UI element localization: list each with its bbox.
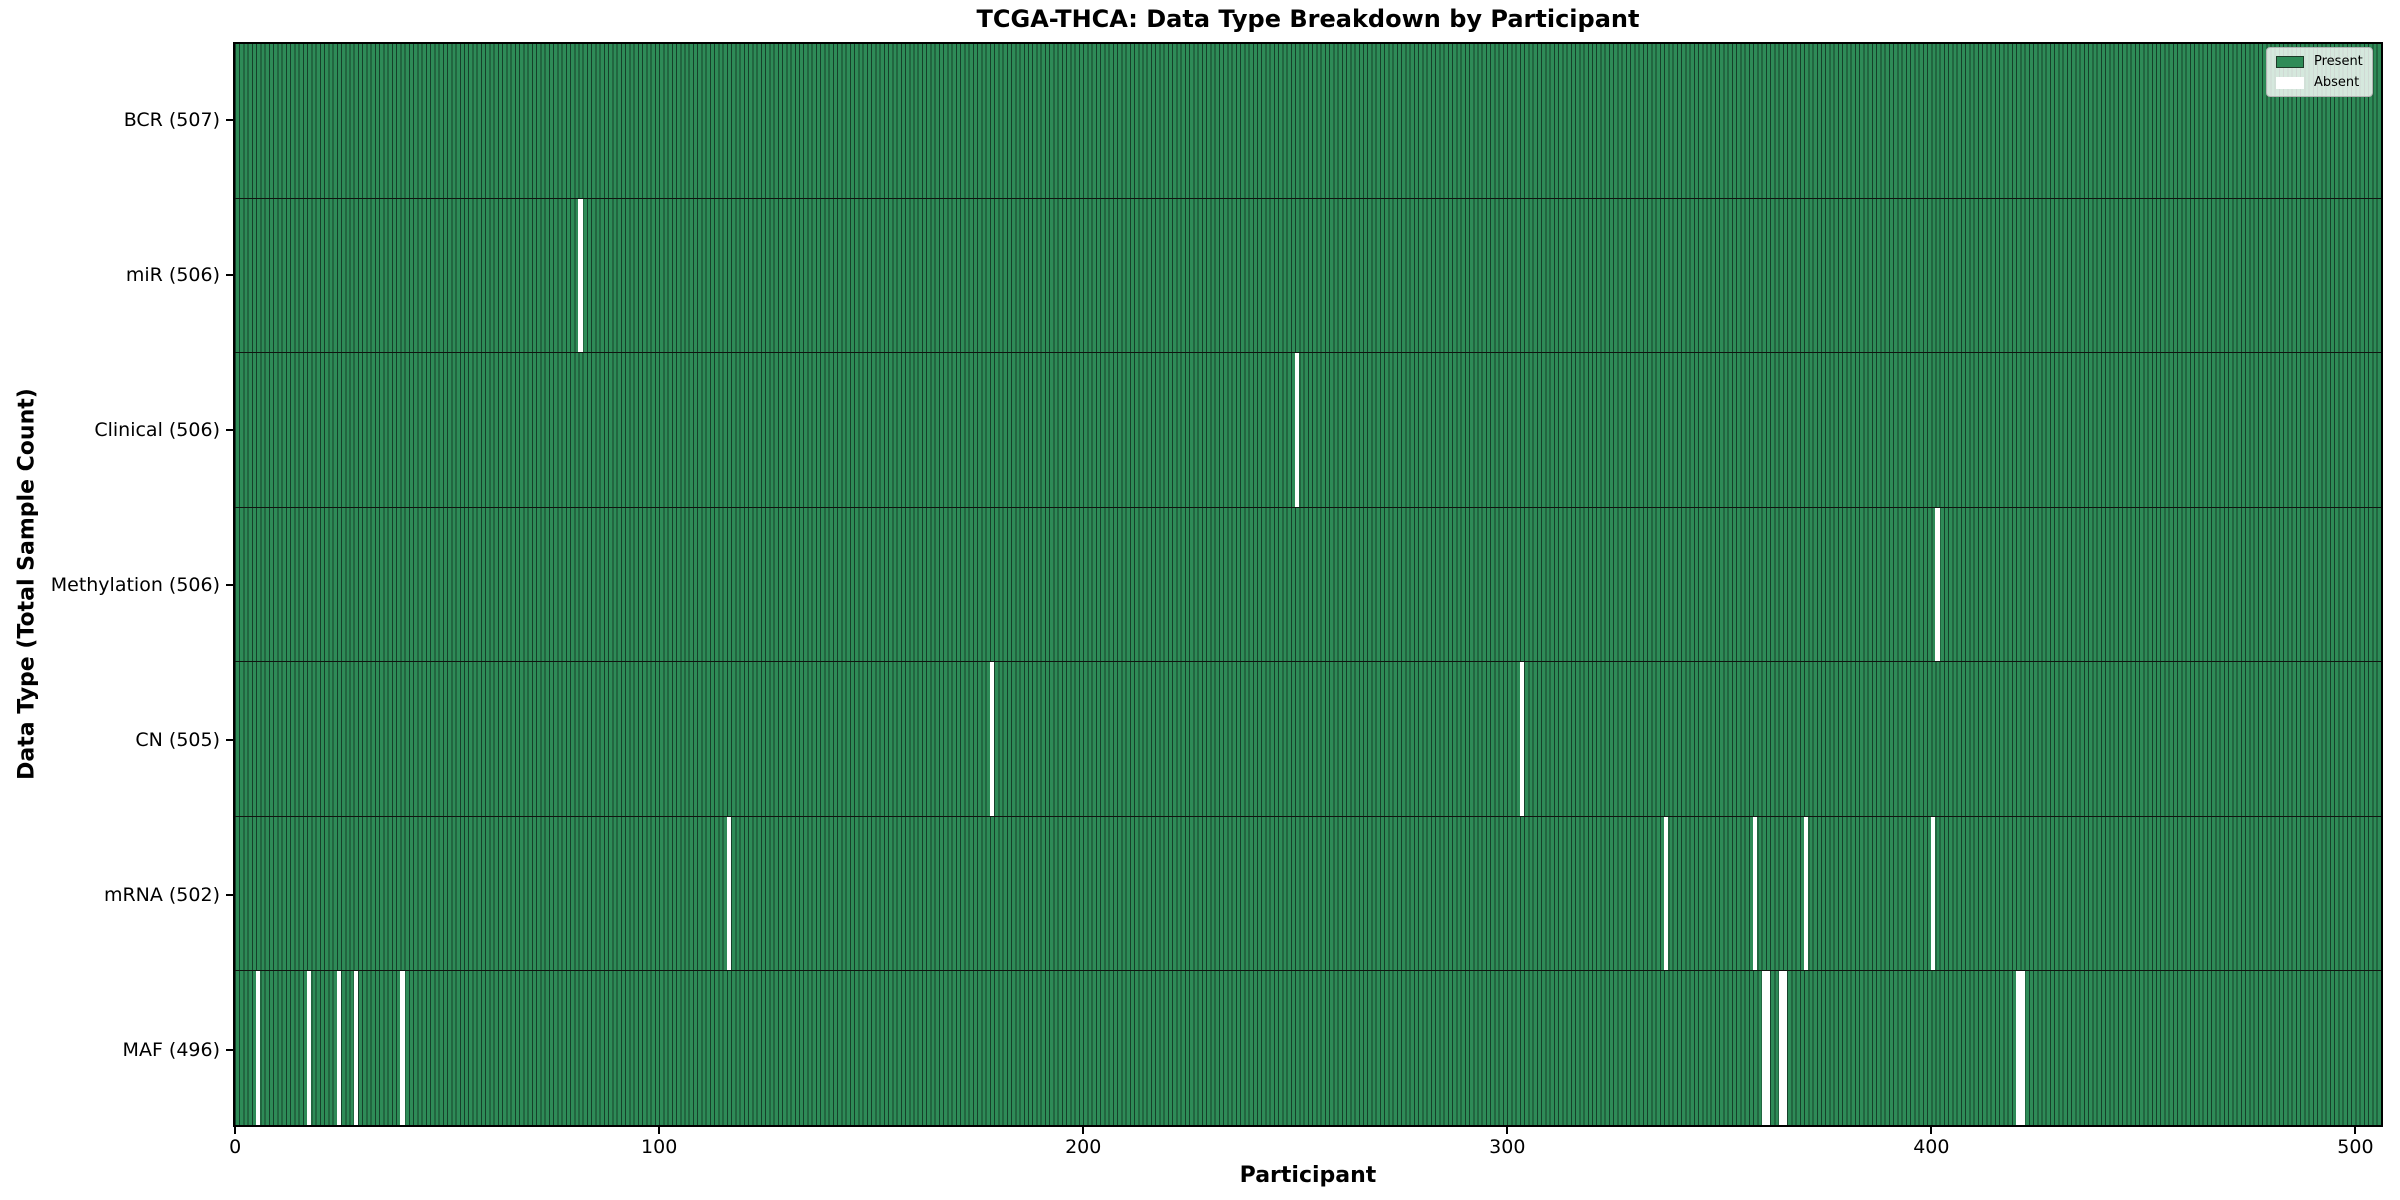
x-tick-label: 200 [1065, 1136, 1102, 1158]
absent-gap [1664, 816, 1669, 971]
absent-gap [336, 971, 341, 1126]
x-axis-label: Participant [1239, 1163, 1377, 1188]
x-tick-mark [1506, 1127, 1509, 1134]
heatmap-row-methylation [235, 507, 2381, 663]
absent-gap [989, 662, 995, 816]
absent-gap [1519, 662, 1525, 816]
y-tick-mark [226, 273, 233, 276]
y-tick-mark [226, 1048, 233, 1051]
x-tick-label: 300 [1489, 1136, 1526, 1158]
absent-gap [1804, 816, 1809, 971]
absent-swatch-icon [2276, 76, 2304, 89]
chart-title: TCGA-THCA: Data Type Breakdown by Partic… [976, 5, 1640, 33]
y-tick-label: miR (506) [125, 263, 220, 286]
y-tick-mark [226, 118, 233, 121]
absent-gap [578, 198, 583, 353]
x-tick-mark [1930, 1127, 1933, 1134]
heatmap-row-mir [235, 198, 2381, 354]
absent-gap [1295, 353, 1300, 507]
y-tick-mark [226, 893, 233, 896]
heatmap-row-bcr [235, 44, 2381, 199]
absent-gap [1761, 971, 1766, 1126]
absent-gap [353, 971, 358, 1126]
x-tick-mark [658, 1127, 661, 1134]
x-tick-mark [234, 1127, 237, 1134]
legend-present-label: Present [2314, 54, 2363, 69]
heatmap-row-clinical [235, 353, 2381, 508]
y-tick-mark [226, 428, 233, 431]
x-tick-mark [1082, 1127, 1085, 1134]
heatmap-row-cn [235, 662, 2381, 817]
absent-gap [256, 971, 261, 1126]
x-tick-label: 100 [641, 1136, 678, 1158]
legend-item-present: Present [2276, 54, 2363, 69]
absent-gap [2016, 971, 2021, 1126]
absent-gap [1935, 507, 1940, 662]
y-tick-label: Clinical (506) [94, 418, 220, 441]
absent-gap [307, 971, 312, 1126]
heatmap-row-maf [235, 971, 2381, 1126]
x-tick-label: 400 [1913, 1136, 1950, 1158]
absent-gap [2020, 971, 2025, 1126]
y-tick-label: Methylation (506) [50, 573, 220, 596]
absent-gap [1765, 971, 1771, 1126]
absent-gap [1778, 971, 1783, 1126]
absent-gap [1931, 816, 1936, 971]
plot-area [233, 42, 2383, 1127]
legend-absent-label: Absent [2314, 75, 2360, 90]
heatmap-row-mrna [235, 816, 2381, 972]
absent-gap [1782, 971, 1788, 1126]
absent-gap [726, 816, 732, 971]
y-tick-label: CN (505) [135, 728, 220, 751]
y-tick-mark [226, 583, 233, 586]
present-swatch-icon [2276, 55, 2304, 68]
y-tick-label: BCR (507) [123, 108, 220, 131]
y-tick-label: MAF (496) [122, 1038, 220, 1061]
x-tick-label: 0 [229, 1136, 242, 1158]
y-tick-label: mRNA (502) [103, 883, 220, 906]
x-tick-mark [2354, 1127, 2357, 1134]
legend: Present Absent [2266, 47, 2373, 97]
y-tick-mark [226, 738, 233, 741]
x-tick-label: 500 [2337, 1136, 2374, 1158]
absent-gap [400, 971, 405, 1126]
absent-gap [1753, 816, 1758, 971]
legend-item-absent: Absent [2276, 75, 2363, 90]
